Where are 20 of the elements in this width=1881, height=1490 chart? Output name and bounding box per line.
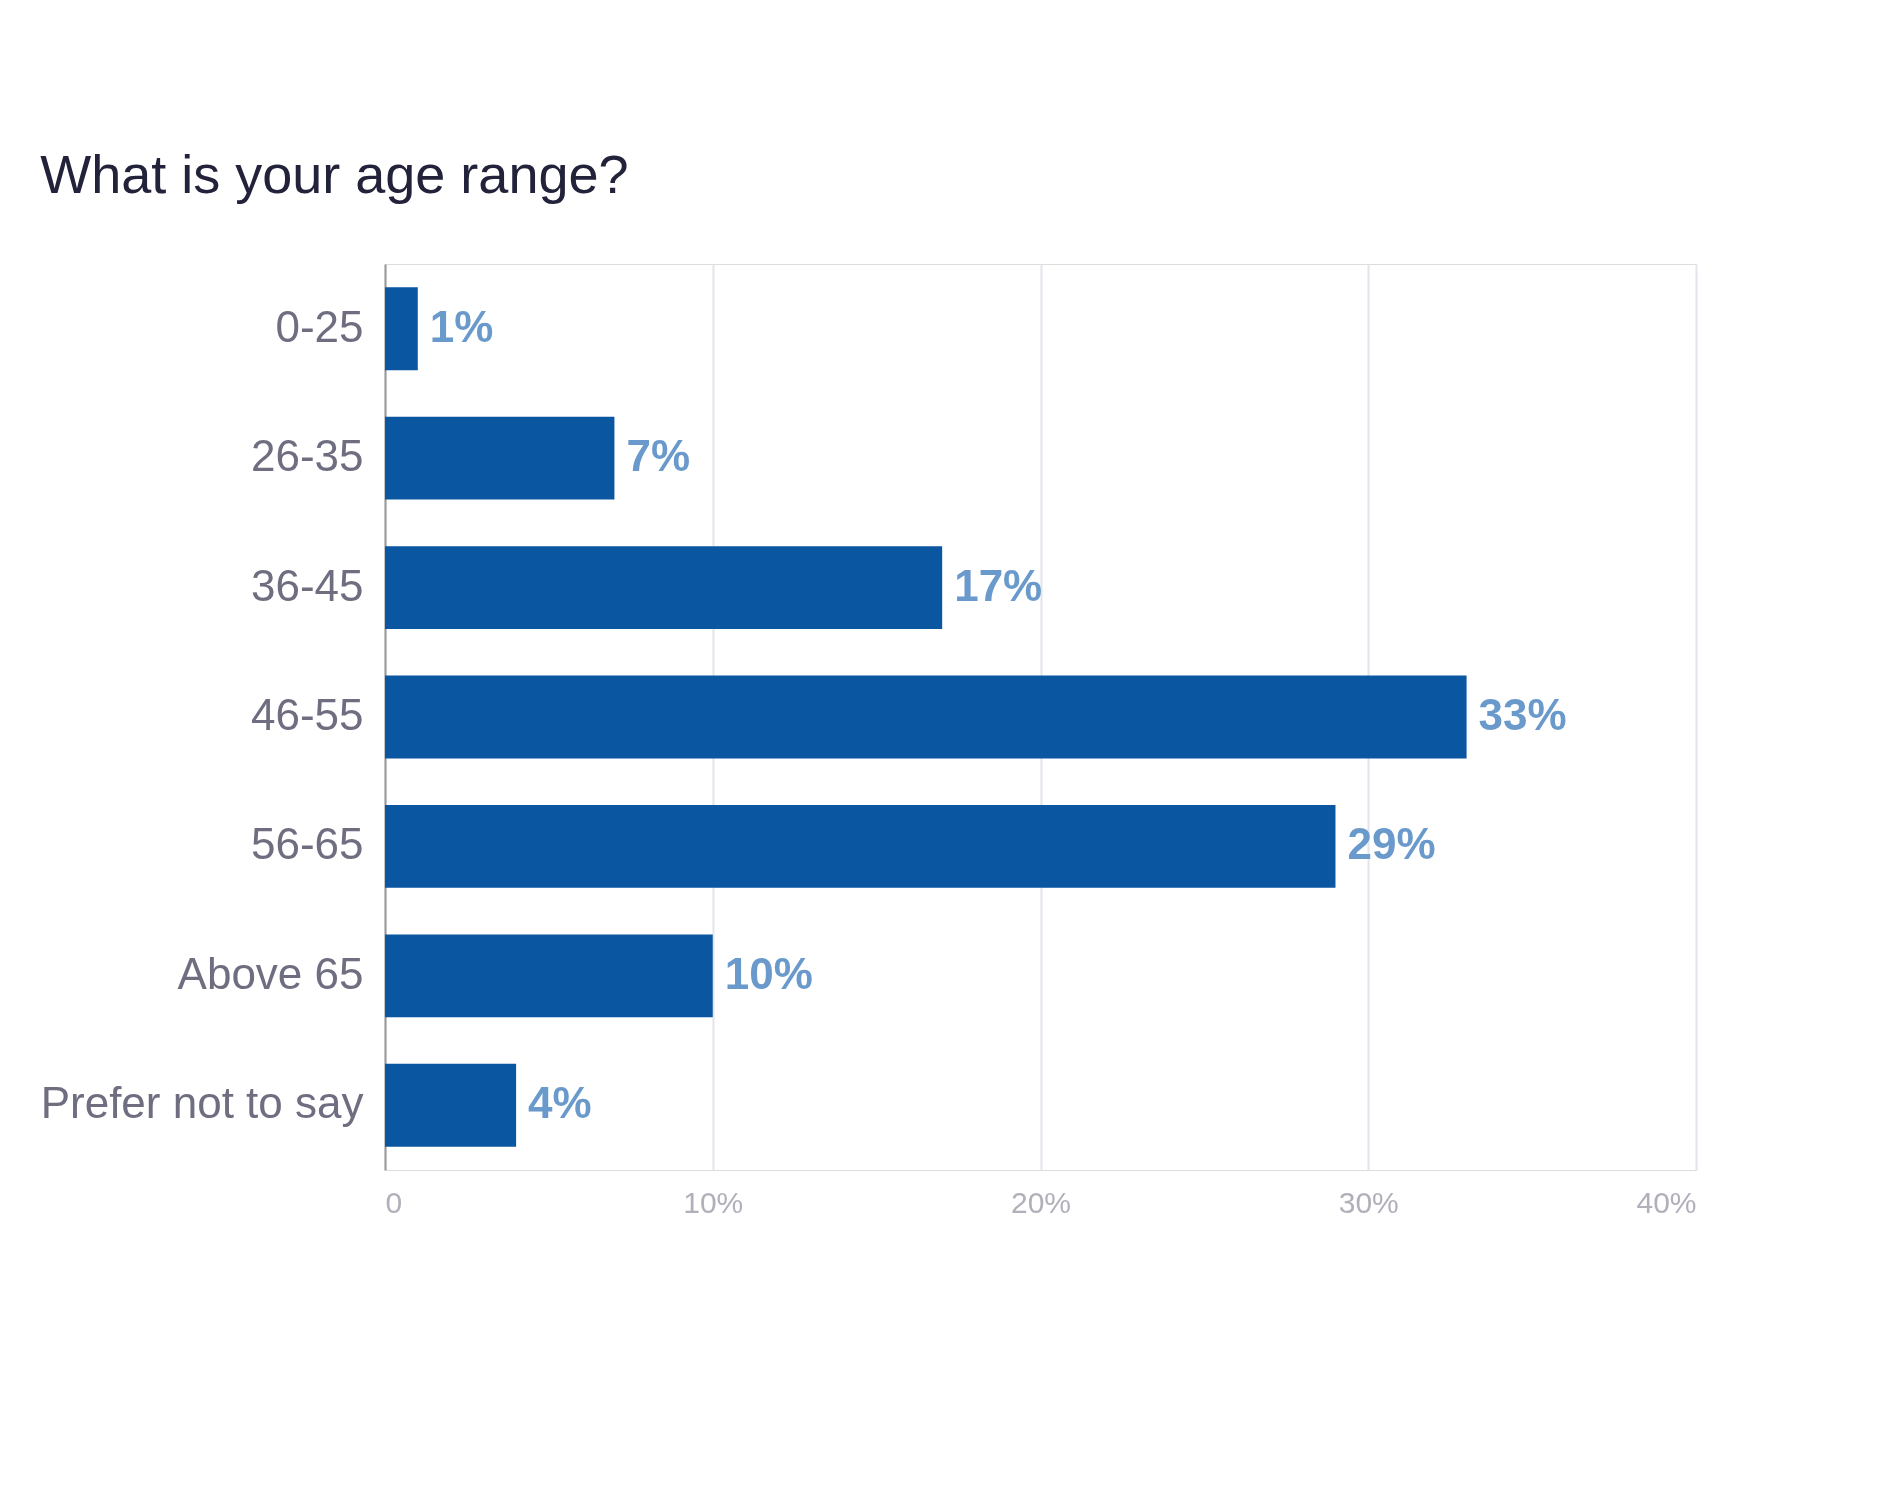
data-label: 29% (1347, 819, 1436, 869)
y-tick-label: 26-35 (250, 431, 364, 481)
y-tick-label: 36-45 (250, 560, 364, 610)
y-tick-label: 46-55 (250, 690, 364, 739)
y-tick-label: Above 65 (177, 948, 364, 998)
data-label: 1% (429, 301, 494, 351)
y-tick-label: Prefer not to say (40, 1078, 364, 1128)
x-tick-label: 30% (1338, 1185, 1399, 1219)
data-label: 10% (724, 948, 813, 998)
data-label: 4% (528, 1078, 592, 1128)
data-label: 17% (954, 560, 1043, 610)
data-label: 33% (1478, 690, 1567, 739)
y-tick-label: 56-65 (250, 819, 364, 869)
chart-title: What is your age range? (40, 144, 629, 204)
x-tick-label: 40% (1636, 1185, 1697, 1219)
y-tick-label: 0-25 (275, 301, 364, 351)
x-tick-label: 0 (385, 1185, 403, 1219)
x-tick-label: 10% (683, 1185, 744, 1219)
data-label: 7% (626, 431, 691, 481)
x-tick-label: 20% (1010, 1185, 1072, 1219)
